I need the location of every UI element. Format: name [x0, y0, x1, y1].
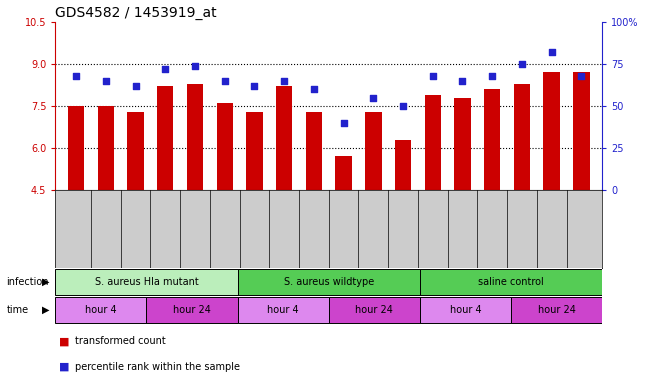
- Point: [130, 83, 141, 89]
- Bar: [146, 297, 238, 323]
- Point: [279, 78, 290, 84]
- Point: [428, 73, 438, 79]
- Text: transformed count: transformed count: [75, 336, 165, 346]
- Bar: [329, 297, 420, 323]
- Point: [190, 63, 201, 69]
- Text: ▶: ▶: [42, 277, 49, 287]
- Text: infection: infection: [7, 277, 49, 287]
- Bar: [55, 297, 146, 323]
- Text: GDS4582 / 1453919_at: GDS4582 / 1453919_at: [55, 6, 217, 20]
- Bar: [306, 112, 322, 190]
- Bar: [395, 140, 411, 190]
- Text: ■: ■: [59, 336, 69, 346]
- Text: hour 24: hour 24: [355, 305, 393, 315]
- Bar: [544, 73, 560, 190]
- Text: ▶: ▶: [42, 305, 49, 315]
- Point: [309, 86, 319, 92]
- Bar: [511, 297, 602, 323]
- Point: [339, 120, 349, 126]
- Point: [576, 73, 587, 79]
- Text: hour 24: hour 24: [173, 305, 211, 315]
- Bar: [424, 95, 441, 190]
- Bar: [514, 84, 530, 190]
- Point: [160, 66, 171, 72]
- Bar: [238, 297, 329, 323]
- Text: hour 4: hour 4: [85, 305, 117, 315]
- Point: [101, 78, 111, 84]
- Text: saline control: saline control: [478, 277, 544, 287]
- Point: [71, 73, 81, 79]
- Text: hour 4: hour 4: [268, 305, 299, 315]
- Bar: [365, 112, 381, 190]
- Bar: [55, 270, 238, 295]
- Point: [398, 103, 408, 109]
- Bar: [246, 112, 262, 190]
- Text: hour 24: hour 24: [538, 305, 575, 315]
- Bar: [68, 106, 85, 190]
- Bar: [157, 86, 173, 190]
- Bar: [238, 270, 420, 295]
- Bar: [217, 103, 233, 190]
- Bar: [128, 112, 144, 190]
- Point: [457, 78, 467, 84]
- Point: [487, 73, 497, 79]
- Text: time: time: [7, 305, 29, 315]
- Point: [249, 83, 260, 89]
- Text: S. aureus Hla mutant: S. aureus Hla mutant: [94, 277, 199, 287]
- Bar: [420, 270, 602, 295]
- Text: ■: ■: [59, 361, 69, 371]
- Point: [546, 49, 557, 55]
- Bar: [335, 156, 352, 190]
- Text: percentile rank within the sample: percentile rank within the sample: [75, 361, 240, 371]
- Bar: [98, 106, 114, 190]
- Bar: [573, 73, 590, 190]
- Bar: [454, 98, 471, 190]
- Point: [219, 78, 230, 84]
- Bar: [420, 297, 511, 323]
- Text: S. aureus wildtype: S. aureus wildtype: [284, 277, 374, 287]
- Bar: [187, 84, 203, 190]
- Bar: [484, 89, 501, 190]
- Point: [517, 61, 527, 67]
- Point: [368, 94, 378, 101]
- Bar: [276, 86, 292, 190]
- Text: hour 4: hour 4: [450, 305, 481, 315]
